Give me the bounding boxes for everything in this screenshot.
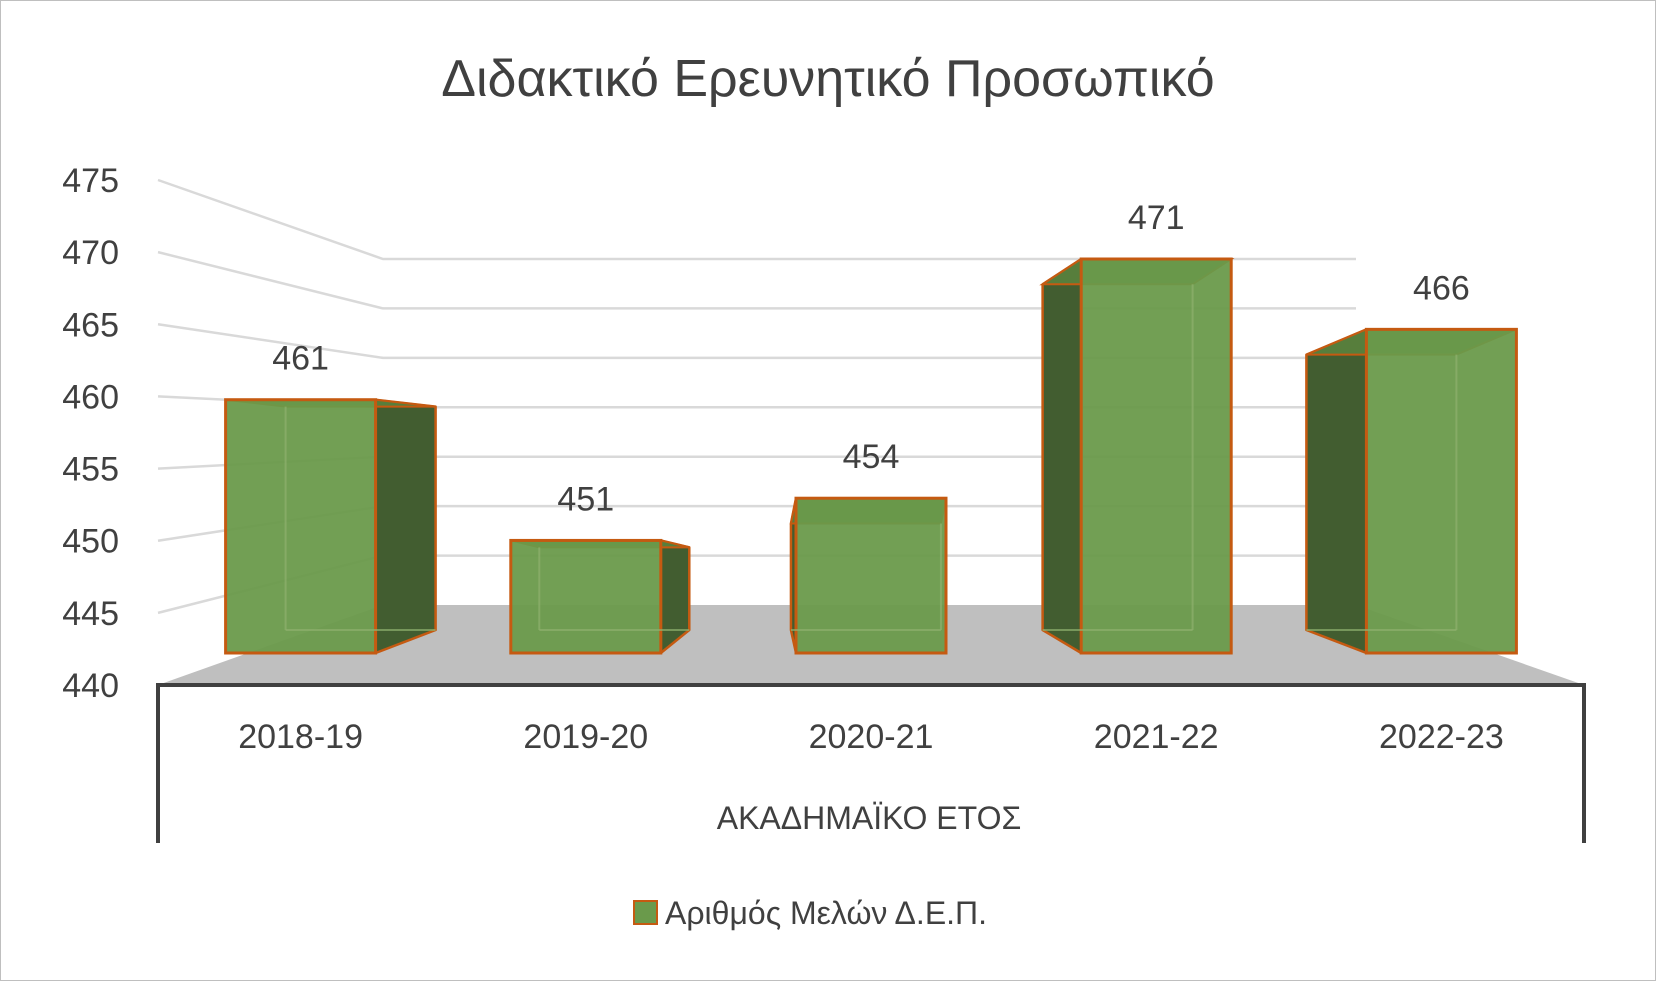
bar-group [509,538,691,655]
gridline [157,250,1356,310]
y-tick-label: 450 [62,523,119,561]
legend-swatch [633,900,658,925]
data-label: 451 [557,480,614,518]
data-label: 454 [843,438,900,476]
x-tick-label: 2021-22 [1094,718,1219,756]
bar-group [1039,257,1235,655]
chart-title: Διδακτικό Ερευνητικό Προσωπικό [441,50,1214,108]
y-tick-label: 445 [62,595,119,633]
bar [1079,257,1233,655]
x-tick-label: 2020-21 [809,718,934,756]
bar-group [789,496,948,655]
y-tick-label: 470 [62,234,119,272]
gridline [157,323,1356,360]
data-label: 461 [272,340,329,378]
x-tick-label: 2018-19 [238,718,363,756]
bar-group [1305,327,1518,655]
x-axis-title: ΑΚΑΔΗΜΑΪΚΟ ΕΤΟΣ [717,800,1022,836]
data-label: 466 [1413,269,1470,307]
y-tick-label: 465 [62,306,119,344]
bar-side [1041,257,1083,655]
data-label: 471 [1128,199,1185,237]
bar [509,538,663,655]
labels-layer: 461 451 454 471 466 [272,199,1470,518]
bar-group [224,398,437,655]
y-tick-label: 475 [62,162,119,200]
bar [794,496,948,655]
gridline [157,178,1356,261]
legend: Αριθμός Μελών Δ.Ε.Π. [633,895,987,931]
y-tick-label: 440 [62,667,119,705]
bars-layer [224,257,1518,655]
axis-layer: 440 445 450 455 460 465 470 475 2018-19 2019-20 20… [62,162,1586,843]
x-tick-label: 2022-23 [1379,718,1504,756]
bar-side [374,398,437,655]
y-tick-label: 460 [62,378,119,416]
bar-side [1305,328,1368,655]
y-tick-label: 455 [62,451,119,489]
bar [224,398,378,655]
legend-label: Αριθμός Μελών Δ.Ε.Π. [665,895,987,931]
bar [1364,327,1518,655]
x-tick-label: 2019-20 [523,718,648,756]
x-axis-line [156,683,1586,843]
